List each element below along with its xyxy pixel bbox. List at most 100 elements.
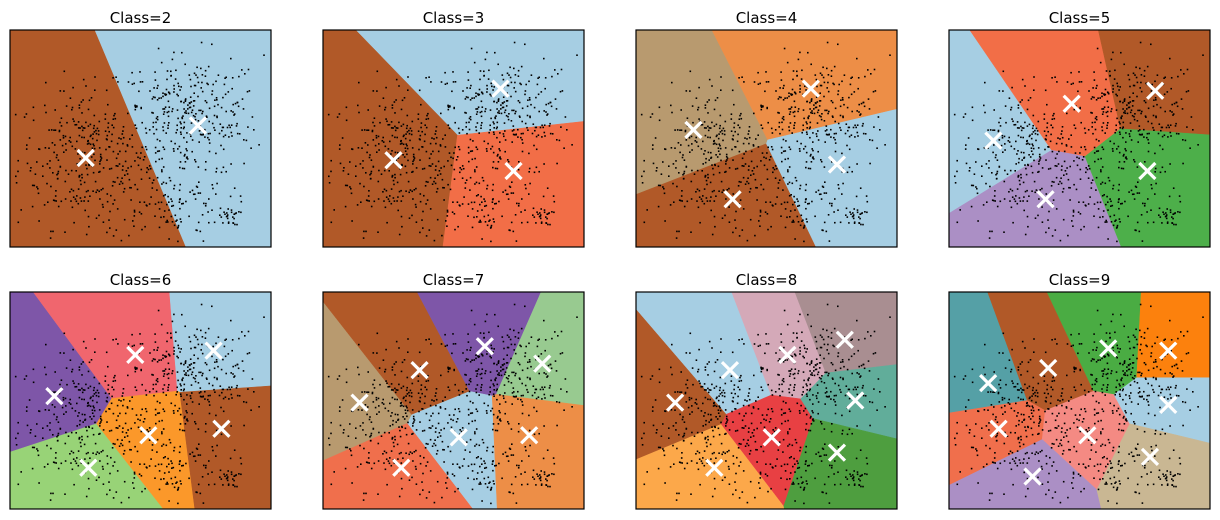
data-point (816, 85, 818, 88)
data-point (94, 338, 96, 340)
data-point (1008, 136, 1010, 139)
data-point (457, 389, 460, 392)
data-point (1059, 138, 1061, 140)
data-point (431, 445, 434, 447)
data-point (536, 473, 538, 475)
data-point (850, 213, 852, 215)
centroid-marker-3 (723, 190, 742, 209)
data-point (753, 429, 755, 431)
data-point (351, 148, 354, 151)
data-point (1127, 74, 1130, 76)
data-point (407, 421, 409, 424)
data-point (971, 119, 974, 122)
data-points (640, 303, 891, 505)
data-point (732, 231, 734, 234)
data-point (157, 201, 160, 204)
data-point (167, 124, 169, 127)
data-point (387, 148, 390, 150)
data-point (366, 151, 368, 154)
data-point (791, 221, 793, 223)
data-point (167, 221, 169, 223)
data-point (465, 112, 467, 114)
data-point (65, 431, 67, 434)
data-point (231, 339, 234, 341)
data-point (361, 391, 363, 393)
data-point (162, 391, 165, 394)
data-point (404, 409, 407, 411)
data-point (731, 148, 733, 151)
data-point (157, 47, 160, 50)
data-point (141, 490, 143, 493)
data-point (728, 206, 730, 208)
data-point (168, 122, 170, 124)
data-point (171, 221, 174, 223)
data-point (524, 43, 526, 46)
data-point (859, 217, 861, 220)
data-point (156, 349, 158, 351)
data-point (233, 187, 236, 189)
data-point (401, 425, 403, 428)
data-point (206, 82, 208, 85)
data-point (659, 184, 662, 187)
data-point (457, 127, 460, 130)
data-point (792, 203, 794, 206)
data-point (876, 147, 878, 149)
data-point (1176, 105, 1179, 108)
data-point (156, 451, 158, 453)
data-point (549, 384, 551, 387)
data-point (705, 179, 708, 182)
data-point (55, 452, 57, 454)
data-point (400, 401, 402, 404)
data-point (838, 83, 840, 86)
data-point (26, 144, 28, 146)
data-point (675, 237, 678, 239)
data-point (796, 75, 798, 77)
data-point (215, 193, 217, 195)
data-point (447, 160, 449, 162)
data-point (479, 203, 481, 206)
data-point (168, 238, 170, 240)
data-point (428, 157, 431, 160)
data-point (1102, 108, 1105, 110)
data-point (78, 423, 81, 426)
data-point (82, 389, 85, 391)
data-point (180, 348, 182, 350)
data-point (499, 420, 502, 422)
data-point (884, 144, 886, 146)
data-point (418, 351, 421, 354)
data-point (201, 476, 204, 478)
data-point (424, 395, 426, 398)
data-point (1090, 111, 1092, 114)
data-point (162, 108, 164, 110)
data-point (488, 393, 490, 396)
data-point (1106, 221, 1108, 223)
data-point (196, 448, 199, 450)
axes-frame (322, 29, 585, 248)
data-point (225, 110, 227, 113)
data-point (768, 159, 771, 161)
data-point (461, 177, 464, 179)
data-point (506, 334, 509, 337)
data-point (494, 313, 496, 316)
data-point (110, 402, 113, 405)
data-point (137, 426, 140, 429)
data-point (1135, 229, 1137, 232)
data-point (544, 349, 546, 352)
data-point (366, 199, 369, 202)
data-point (224, 396, 227, 398)
data-point (499, 394, 501, 396)
data-point (732, 421, 734, 423)
data-point (528, 171, 530, 173)
data-point (498, 110, 500, 112)
data-point (777, 187, 780, 189)
data-point (858, 103, 860, 106)
data-point (525, 345, 527, 348)
data-point (486, 412, 488, 414)
data-point (167, 377, 170, 380)
data-point (1136, 166, 1139, 168)
data-point (664, 148, 667, 151)
data-point (658, 106, 661, 109)
data-point (809, 167, 812, 170)
data-point (236, 363, 239, 366)
